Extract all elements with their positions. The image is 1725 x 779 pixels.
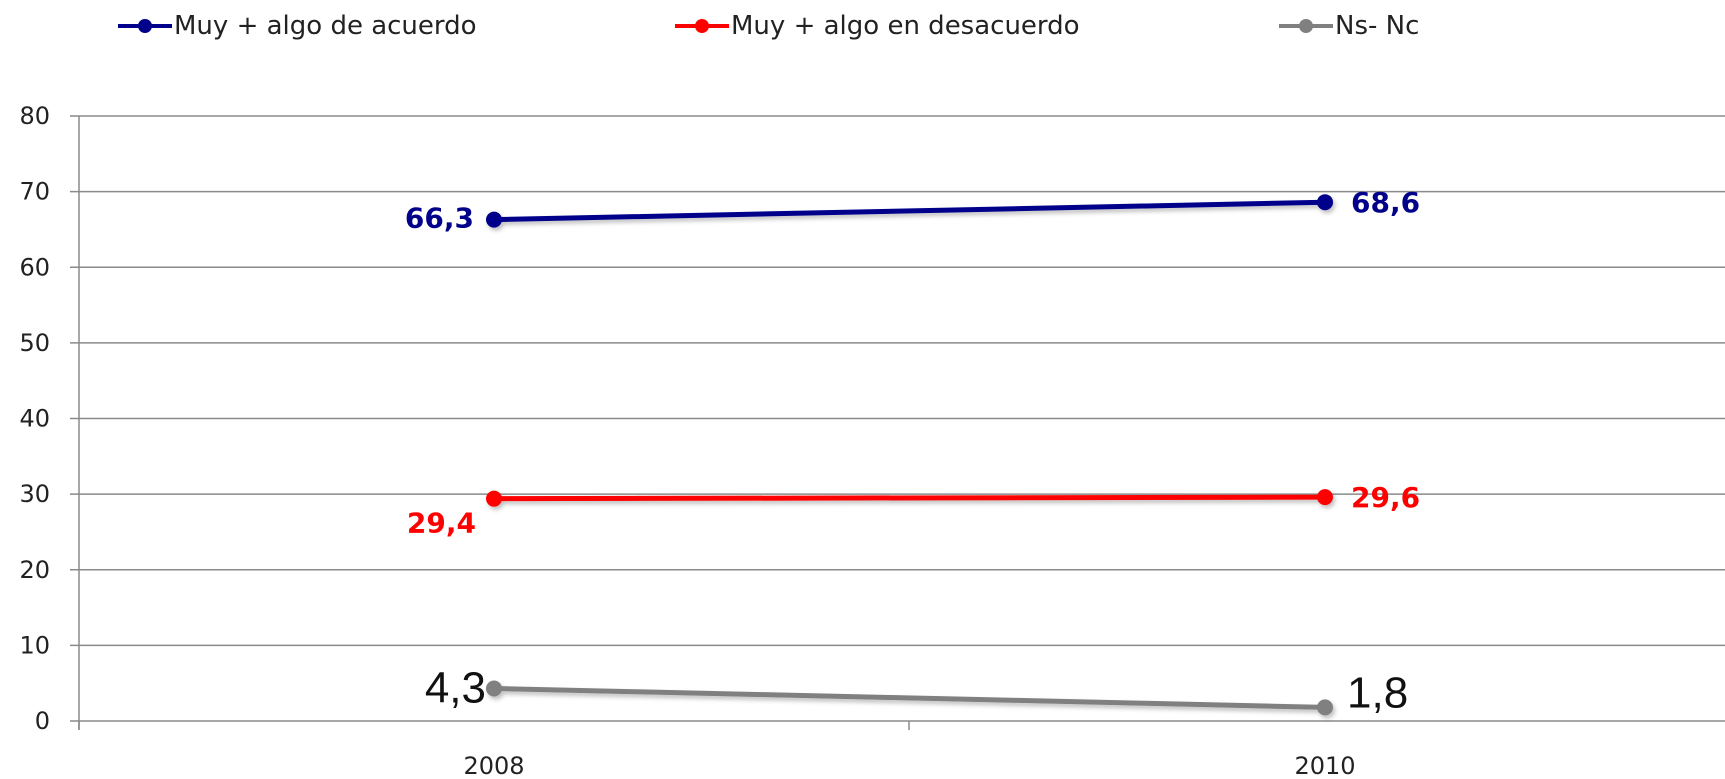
legend-label-acuerdo: Muy + algo de acuerdo [174, 11, 477, 41]
series-0 [486, 194, 1333, 228]
data-label-0-0: 66,3 [405, 202, 474, 235]
legend-marker-acuerdo [118, 19, 172, 33]
series-line-1 [491, 494, 1328, 502]
y-tick-label-60: 60 [19, 253, 50, 281]
data-label-1-0: 29,4 [407, 507, 476, 540]
data-point-1-1 [1317, 489, 1333, 506]
data-label-2-0: 4,3 [425, 663, 486, 712]
series-line-2 [491, 685, 1328, 710]
data-label-1-1: 29,6 [1351, 481, 1420, 514]
series-line-0 [491, 199, 1328, 223]
legend-marker-desacuerdo [675, 19, 729, 33]
y-tick-label-20: 20 [19, 556, 50, 584]
series-1 [486, 489, 1333, 507]
legend-marker-nsnc [1279, 19, 1333, 33]
data-point-2-1 [1317, 699, 1333, 716]
data-point-0-0 [486, 211, 502, 228]
data-label-0-1: 68,6 [1351, 186, 1420, 219]
chart-legend: Muy + algo de acuerdo Muy + algo en desa… [0, 6, 1725, 46]
x-tick-label-2010: 2010 [1294, 752, 1355, 779]
x-tick-label-2008: 2008 [463, 752, 524, 779]
legend-item-desacuerdo: Muy + algo en desacuerdo [675, 6, 1080, 46]
y-tick-label-70: 70 [19, 178, 50, 206]
data-label-2-1: 1,8 [1347, 668, 1408, 717]
y-tick-label-50: 50 [19, 329, 50, 357]
data-point-1-0 [486, 490, 502, 507]
y-tick-label-30: 30 [19, 480, 50, 508]
y-tick-label-40: 40 [19, 405, 50, 433]
y-tick-label-10: 10 [19, 631, 50, 659]
legend-item-acuerdo: Muy + algo de acuerdo [118, 6, 477, 46]
data-point-2-0 [486, 680, 502, 697]
data-point-0-1 [1317, 194, 1333, 211]
legend-label-desacuerdo: Muy + algo en desacuerdo [731, 11, 1080, 41]
y-tick-label-80: 80 [19, 102, 50, 130]
series-2 [486, 680, 1333, 716]
y-tick-label-0: 0 [35, 707, 50, 735]
legend-item-nsnc: Ns- Nc [1279, 6, 1419, 46]
legend-label-nsnc: Ns- Nc [1335, 11, 1420, 41]
